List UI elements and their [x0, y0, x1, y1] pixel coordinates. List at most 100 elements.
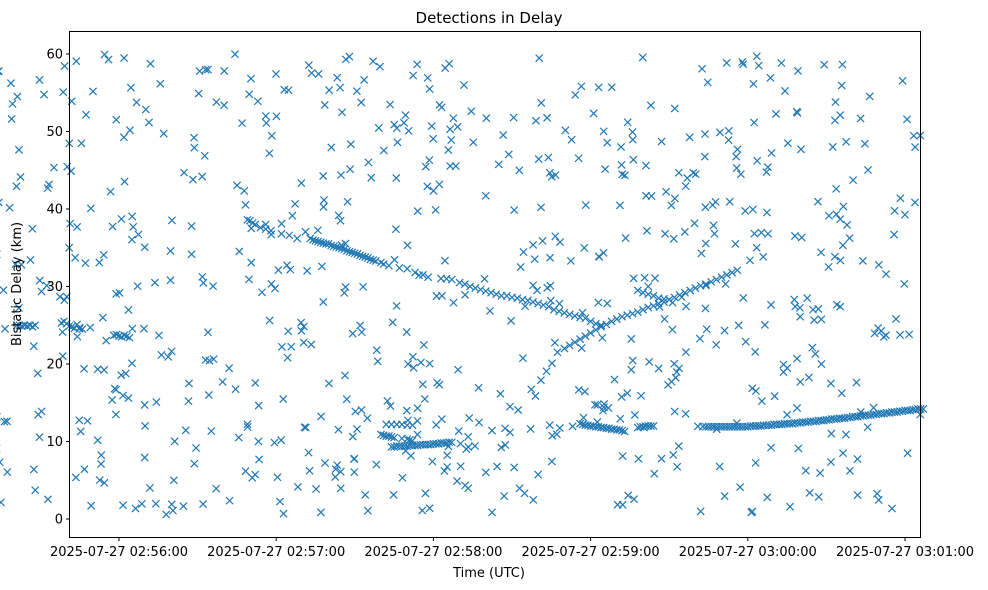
- data-point-marker: [548, 431, 557, 440]
- data-point-marker: [241, 200, 250, 209]
- data-point-marker: [681, 302, 691, 311]
- data-point-marker: [159, 129, 168, 138]
- data-point-marker: [579, 413, 588, 422]
- data-point-marker: [432, 420, 441, 429]
- data-point-marker: [371, 256, 380, 265]
- data-point-marker: [225, 364, 234, 373]
- data-point-marker: [700, 152, 709, 161]
- data-point-marker: [86, 323, 95, 332]
- data-point-marker: [641, 161, 650, 170]
- data-point-marker: [247, 258, 256, 267]
- data-point-marker: [402, 406, 411, 415]
- data-point-marker: [809, 305, 818, 314]
- data-point-marker: [791, 302, 800, 311]
- data-point-marker: [911, 143, 920, 152]
- data-point-marker: [621, 234, 630, 243]
- data-point-marker: [793, 404, 802, 413]
- data-point-marker: [838, 60, 847, 69]
- data-point-marker: [461, 290, 470, 299]
- data-point-marker: [780, 86, 790, 95]
- data-point-marker: [462, 445, 471, 454]
- data-point-marker: [124, 305, 133, 314]
- data-point-marker: [732, 152, 741, 161]
- data-point-marker: [352, 87, 361, 96]
- data-point-marker: [83, 416, 92, 425]
- data-point-marker: [447, 438, 456, 447]
- data-point-marker: [342, 395, 351, 404]
- data-point-marker: [487, 426, 497, 435]
- data-point-marker: [361, 490, 370, 499]
- data-point-marker: [403, 435, 412, 444]
- data-point-marker: [739, 293, 748, 302]
- data-point-marker: [612, 315, 621, 324]
- data-point-marker: [759, 252, 768, 261]
- data-point-marker: [476, 285, 485, 294]
- data-point-marker: [633, 308, 642, 317]
- data-point-marker: [896, 194, 905, 203]
- data-point-marker: [431, 205, 440, 215]
- data-point-marker: [345, 52, 354, 61]
- data-point-marker: [615, 201, 624, 210]
- data-point-marker: [77, 139, 86, 148]
- data-point-marker: [324, 379, 333, 388]
- data-point-marker: [301, 227, 310, 236]
- data-point-marker: [594, 298, 603, 307]
- data-point-marker: [796, 145, 806, 154]
- x-tick-label: 2025-07-27 02:59:00: [522, 545, 660, 560]
- data-point-marker: [667, 201, 676, 210]
- data-point-marker: [7, 114, 16, 123]
- data-point-marker: [724, 126, 733, 135]
- data-point-marker: [601, 165, 610, 174]
- data-point-marker: [5, 203, 14, 212]
- data-point-marker: [507, 316, 516, 325]
- data-point-marker: [790, 231, 799, 240]
- data-point-marker: [570, 311, 579, 320]
- data-point-marker: [261, 111, 270, 120]
- data-point-marker: [137, 499, 146, 508]
- data-point-marker: [287, 342, 296, 351]
- data-point-marker: [680, 288, 689, 297]
- data-point-marker: [594, 83, 603, 92]
- data-point-marker: [691, 170, 700, 179]
- data-point-marker: [375, 62, 384, 71]
- data-point-marker: [660, 314, 669, 324]
- data-point-marker: [828, 142, 837, 151]
- data-point-marker: [545, 421, 554, 430]
- data-point-marker: [127, 235, 136, 244]
- data-point-marker: [697, 249, 706, 258]
- data-point-marker: [628, 309, 637, 318]
- data-point-marker: [701, 280, 710, 289]
- data-point-marker: [553, 348, 562, 357]
- data-point-marker: [416, 358, 425, 367]
- data-point-marker: [858, 256, 867, 265]
- data-point-marker: [319, 202, 328, 211]
- data-point-marker: [629, 274, 638, 283]
- data-point-marker: [3, 468, 12, 477]
- data-point-marker: [581, 314, 590, 323]
- data-point-marker: [404, 360, 413, 369]
- data-point-marker: [433, 378, 442, 387]
- data-point-marker: [273, 473, 282, 482]
- data-point-marker: [649, 291, 658, 300]
- data-point-marker: [865, 92, 874, 101]
- data-point-marker: [499, 131, 508, 140]
- x-tick-label: 2025-07-27 02:57:00: [207, 545, 345, 560]
- data-point-marker: [623, 389, 632, 398]
- data-point-marker: [549, 305, 558, 314]
- data-point-marker: [763, 229, 773, 238]
- data-point-marker: [293, 482, 302, 491]
- data-point-marker: [277, 436, 286, 445]
- data-point-marker: [277, 342, 286, 351]
- data-point-marker: [805, 488, 814, 497]
- data-point-marker: [845, 234, 854, 243]
- data-point-marker: [166, 276, 175, 285]
- data-point-marker: [343, 197, 352, 206]
- data-point-marker: [132, 98, 141, 107]
- data-point-marker: [591, 325, 600, 334]
- data-point-marker: [403, 264, 412, 273]
- data-point-marker: [413, 60, 422, 69]
- data-point-marker: [657, 137, 666, 146]
- data-point-marker: [81, 259, 90, 268]
- data-point-marker: [505, 402, 515, 411]
